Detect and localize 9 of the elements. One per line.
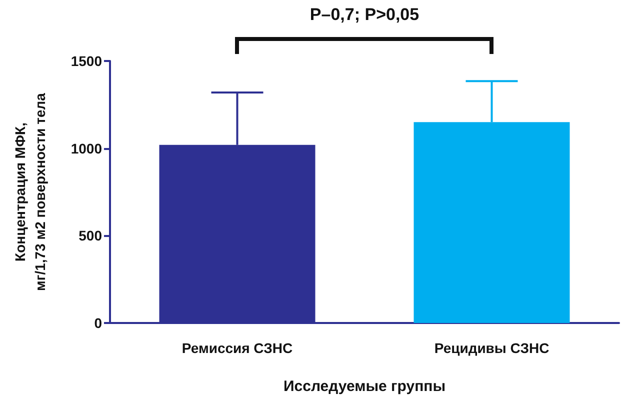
x-tick-label: Ремиссия СЗНС xyxy=(182,340,293,356)
y-tick-label: 1000 xyxy=(70,140,102,156)
x-tick-label: Рецидивы СЗНС xyxy=(434,340,550,356)
y-tick-label: 1500 xyxy=(70,53,102,69)
y-tick-label: 0 xyxy=(94,315,102,331)
text: P–0,7; P>0,05 xyxy=(310,5,420,24)
y-tick-label: 500 xyxy=(78,228,102,244)
y-axis-title: Концентрация МФК, мг/1,73 м2 поверхности тела xyxy=(12,92,48,291)
x-axis-title: Исследуемые группы xyxy=(283,378,446,395)
